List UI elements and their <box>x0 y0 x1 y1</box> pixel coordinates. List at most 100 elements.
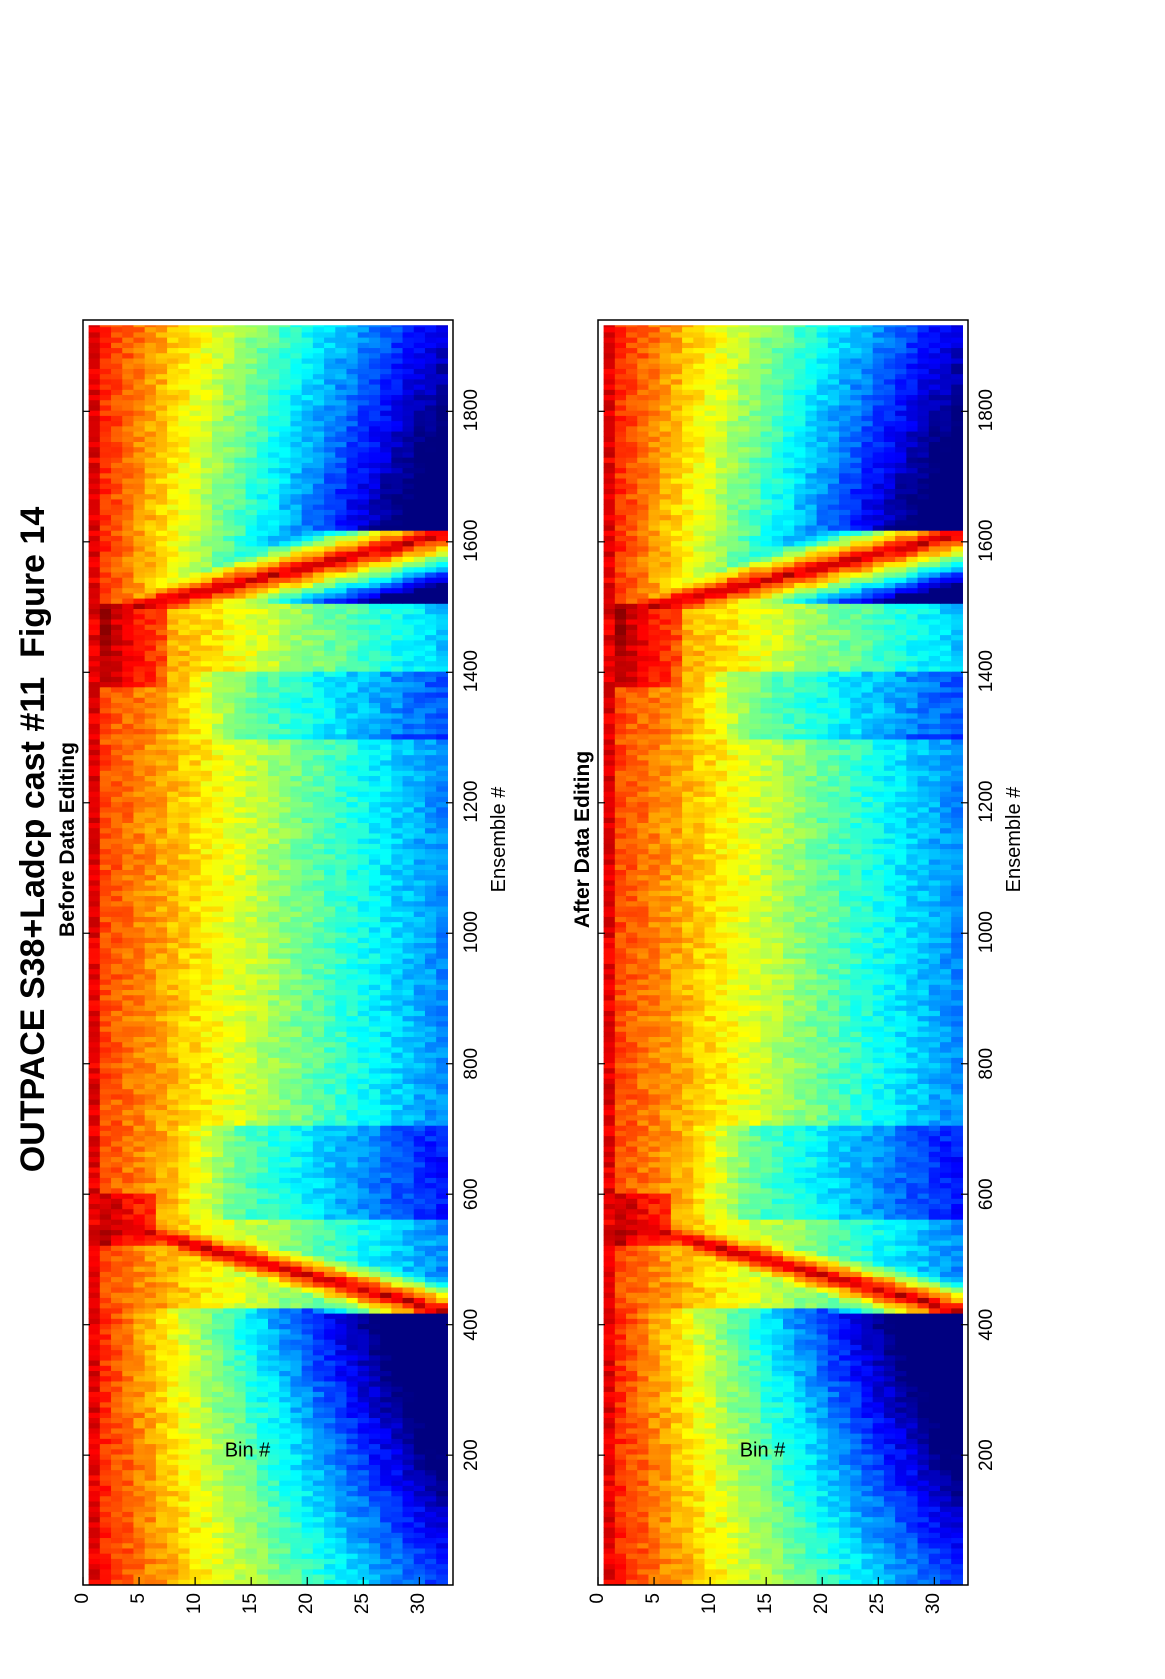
heatmap-cell <box>335 1370 348 1377</box>
heatmap-cell <box>144 895 157 902</box>
heatmap-cell <box>256 1078 269 1084</box>
heatmap-cell <box>99 1072 112 1079</box>
heatmap-cell <box>413 1365 426 1372</box>
heatmap-cell <box>424 1245 437 1251</box>
heatmap-cell <box>245 1323 258 1330</box>
heatmap-cell <box>346 1526 359 1533</box>
heatmap-cell <box>88 848 101 855</box>
heatmap-cell <box>178 932 191 938</box>
heatmap-cell <box>324 827 336 834</box>
heatmap-cell <box>189 1318 202 1325</box>
heatmap-cell <box>368 1490 381 1497</box>
heatmap-cell <box>368 1485 381 1492</box>
heatmap-cell <box>234 1433 247 1439</box>
heatmap-cell <box>178 1474 191 1481</box>
heatmap-cell <box>144 973 157 980</box>
heatmap-cell <box>256 1396 269 1403</box>
heatmap-cell <box>357 1417 370 1424</box>
heatmap-cell <box>144 921 157 928</box>
heatmap-cell <box>99 1260 112 1267</box>
heatmap-cell <box>346 817 359 823</box>
heatmap-cell <box>234 822 247 829</box>
heatmap-cell <box>413 947 426 954</box>
heatmap-cell <box>245 1568 258 1575</box>
heatmap-cell <box>200 1145 213 1152</box>
heatmap-cell <box>122 1563 135 1570</box>
heatmap-cell <box>335 1495 348 1502</box>
heatmap-cell <box>268 1547 280 1554</box>
heatmap-cell <box>346 832 359 839</box>
heatmap-cell <box>133 989 146 996</box>
heatmap-cell <box>178 947 191 954</box>
heatmap-cell <box>88 1135 101 1142</box>
heatmap-cell <box>268 1104 280 1111</box>
heatmap-cell <box>402 1130 415 1137</box>
heatmap-cell <box>290 1041 303 1048</box>
heatmap-cell <box>301 1448 314 1455</box>
heatmap-cell <box>178 905 191 912</box>
heatmap-cell <box>99 1099 112 1105</box>
heatmap-cell <box>189 1208 202 1215</box>
heatmap-cell <box>178 858 191 865</box>
heatmap-cell <box>290 1078 303 1084</box>
heatmap-cell <box>167 1010 179 1017</box>
heatmap-cell <box>223 1380 235 1387</box>
heatmap-cell <box>301 1453 314 1460</box>
heatmap-cell <box>368 1302 381 1309</box>
heatmap-cell <box>357 916 370 923</box>
heatmap-cell <box>189 848 202 855</box>
heatmap-cell <box>301 1041 314 1048</box>
heatmap-cell <box>391 1140 404 1147</box>
heatmap-cell <box>122 1046 135 1053</box>
heatmap-cell <box>413 1516 426 1523</box>
heatmap-cell <box>380 1459 392 1465</box>
heatmap-cell <box>413 1511 426 1518</box>
heatmap-cell <box>402 1083 415 1090</box>
heatmap-cell <box>380 1041 392 1048</box>
heatmap-cell <box>279 791 292 797</box>
heatmap-cell <box>99 1349 112 1356</box>
heatmap-cell <box>357 958 370 964</box>
heatmap-cell <box>234 958 247 964</box>
heatmap-cell <box>335 999 348 1006</box>
heatmap-cell <box>436 1354 448 1361</box>
heatmap-cell <box>234 1516 247 1523</box>
heatmap-cell <box>346 1067 359 1074</box>
heatmap-cell <box>346 1323 359 1330</box>
heatmap-cell <box>133 1333 146 1340</box>
heatmap-cell <box>111 999 123 1006</box>
heatmap-cell <box>223 1198 235 1204</box>
heatmap-cell <box>424 822 437 829</box>
heatmap-cell <box>413 1459 426 1465</box>
heatmap-cell <box>368 1130 381 1137</box>
heatmap-cell <box>279 1020 292 1027</box>
heatmap-cell <box>133 843 146 850</box>
heatmap-cell <box>346 1255 359 1262</box>
heatmap-cell <box>413 1151 426 1158</box>
heatmap-cell <box>144 947 157 954</box>
heatmap-cell <box>391 1083 404 1090</box>
heatmap-cell <box>144 853 157 860</box>
heatmap-cell <box>99 999 112 1006</box>
heatmap-cell <box>301 1119 314 1126</box>
heatmap-cell <box>335 1083 348 1090</box>
heatmap-cell <box>178 994 191 1001</box>
heatmap-cell <box>324 1516 336 1523</box>
heatmap-cell <box>88 1292 101 1298</box>
heatmap-cell <box>424 926 437 933</box>
heatmap-cell <box>279 1166 292 1173</box>
heatmap-cell <box>290 1406 303 1413</box>
heatmap-cell <box>223 1532 235 1539</box>
heatmap-cell <box>200 1542 213 1549</box>
heatmap-cell <box>234 1401 247 1408</box>
heatmap-cell <box>99 1104 112 1111</box>
heatmap-cell <box>391 1250 404 1257</box>
heatmap-cell <box>268 853 280 860</box>
heatmap-cell <box>424 1375 437 1382</box>
heatmap-cell <box>312 1093 325 1100</box>
heatmap-cell <box>346 1177 359 1184</box>
heatmap-cell <box>111 1250 123 1257</box>
heatmap-cell <box>245 1010 258 1017</box>
heatmap-cell <box>380 1125 392 1131</box>
heatmap-cell <box>402 1057 415 1064</box>
